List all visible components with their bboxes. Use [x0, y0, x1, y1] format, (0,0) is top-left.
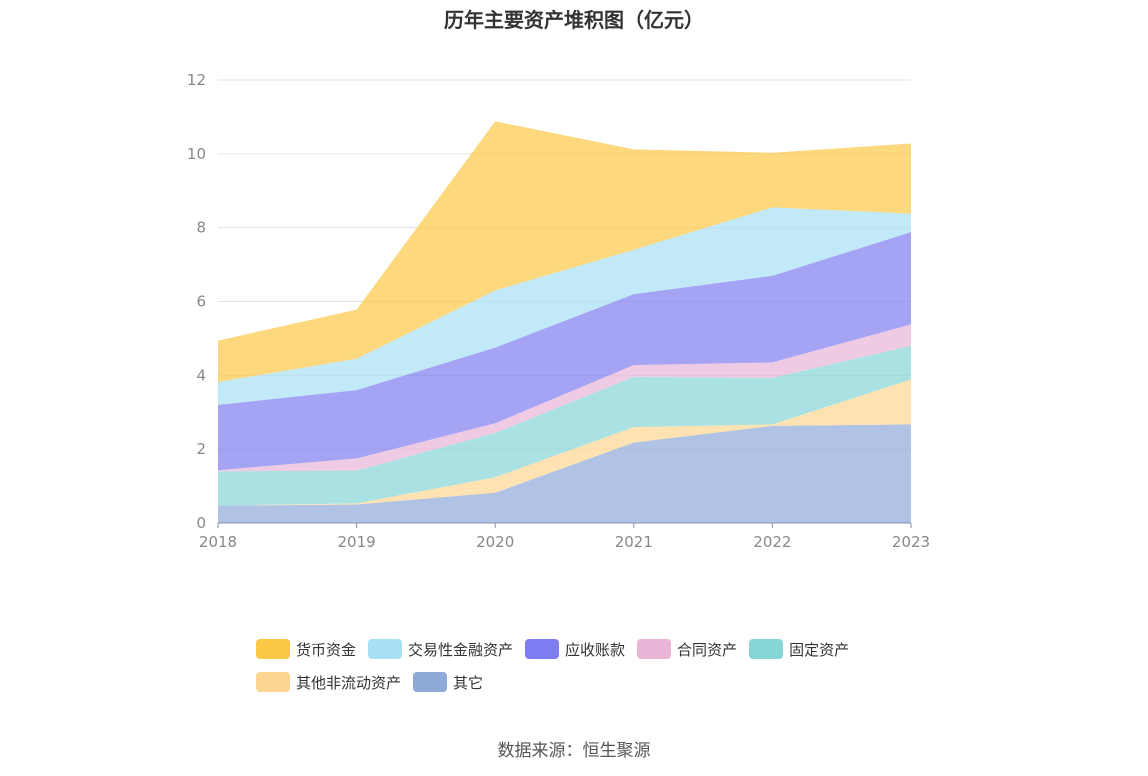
legend-item[interactable]: 固定资产: [749, 638, 849, 660]
legend-label: 货币资金: [296, 640, 357, 659]
area-series-2: [218, 345, 911, 506]
x-tick-label: 2018: [199, 533, 237, 551]
legend-swatch: [256, 672, 290, 692]
legend-item[interactable]: 其他非流动资产: [256, 671, 401, 693]
legend-swatch: [368, 639, 403, 659]
y-tick-label: 12: [187, 71, 206, 89]
legend-label: 固定资产: [789, 640, 850, 659]
chart-title: 历年主要资产堆积图（亿元）: [444, 8, 704, 32]
area-series-6: [218, 121, 911, 383]
area-series-5: [218, 207, 911, 405]
y-tick-label: 4: [196, 366, 206, 384]
area-series-4: [218, 232, 911, 471]
x-tick-label: 2022: [753, 533, 791, 551]
legend-swatch: [637, 639, 672, 659]
area-series-3: [218, 324, 911, 472]
legend-label: 交易性金融资产: [408, 640, 514, 659]
y-tick-label: 0: [196, 514, 206, 532]
legend: 货币资金 交易性金融资产 应收账款 合同资产 固定资产其他非流动资产 其它: [256, 638, 936, 704]
legend-item[interactable]: 货币资金: [256, 638, 356, 660]
legend-swatch: [525, 639, 560, 659]
legend-label: 其他非流动资产: [296, 673, 402, 692]
legend-item[interactable]: 合同资产: [637, 638, 737, 660]
legend-label: 合同资产: [677, 640, 738, 659]
legend-item[interactable]: 其它: [413, 671, 483, 693]
y-tick-label: 8: [196, 219, 206, 237]
source-note: 数据来源：恒生聚源: [497, 741, 651, 761]
legend-item[interactable]: 应收账款: [525, 638, 625, 660]
axes: 0 2 4 6 8 10 12 2018 2019 2020 2021 2022 2023: [187, 71, 930, 551]
legend-swatch: [413, 672, 448, 692]
y-tick-label: 2: [196, 440, 206, 458]
area-series-0: [218, 424, 911, 523]
x-tick-label: 2019: [338, 533, 376, 551]
legend-label: 其它: [453, 673, 484, 692]
y-tick-label: 6: [196, 293, 206, 311]
y-tick-label: 10: [187, 145, 206, 163]
legend-item[interactable]: 交易性金融资产: [368, 638, 513, 660]
area-series-layer: [218, 121, 911, 523]
legend-swatch: [256, 639, 290, 659]
x-tick-label: 2023: [892, 533, 930, 551]
x-tick-label: 2020: [476, 533, 514, 551]
legend-label: 应收账款: [565, 640, 626, 659]
x-tick-label: 2021: [615, 533, 653, 551]
chart-plot-area: 0 2 4 6 8 10 12 2018 2019 2020 2021 2022 2023: [187, 71, 930, 551]
legend-swatch: [749, 639, 784, 659]
